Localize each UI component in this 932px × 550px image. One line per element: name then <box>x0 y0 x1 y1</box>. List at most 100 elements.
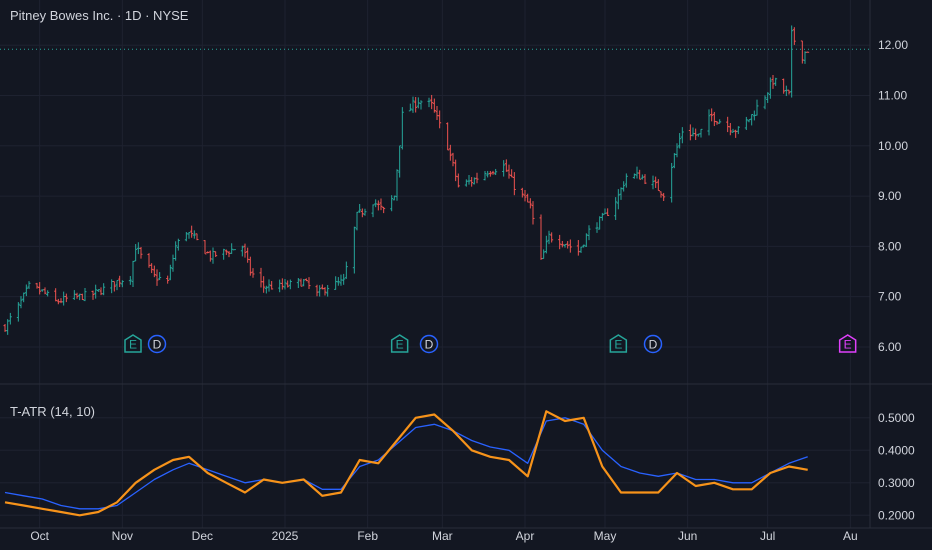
candle <box>240 245 244 257</box>
candle <box>91 290 95 300</box>
candle <box>326 284 330 297</box>
candle <box>112 281 116 292</box>
candle <box>395 169 399 201</box>
candle <box>414 97 418 113</box>
candle <box>270 281 274 290</box>
candle <box>475 172 479 184</box>
candle <box>504 159 508 172</box>
candle <box>488 170 492 177</box>
candle <box>558 234 562 250</box>
candle <box>470 177 474 187</box>
upcoming-earnings-marker[interactable]: E <box>838 334 857 353</box>
candle <box>115 279 119 291</box>
candle <box>299 278 303 287</box>
x-tick-label: Nov <box>112 529 133 543</box>
candle <box>203 240 207 255</box>
price-tick-label: 9.00 <box>878 189 902 203</box>
candle <box>792 27 796 45</box>
candle <box>806 51 810 53</box>
candle <box>662 192 666 201</box>
candle <box>19 296 23 309</box>
candle <box>675 143 679 158</box>
dividend-marker[interactable]: D <box>643 334 663 354</box>
candle <box>38 282 42 295</box>
candle <box>134 244 138 262</box>
candle <box>80 293 84 301</box>
candle <box>606 208 610 217</box>
price-pane[interactable] <box>0 25 870 335</box>
chart-grid <box>0 0 870 528</box>
candle <box>614 197 618 220</box>
candle <box>390 195 394 212</box>
dividend-marker[interactable]: D <box>419 334 439 354</box>
candle <box>678 133 682 149</box>
candle <box>230 243 234 254</box>
candle <box>587 225 591 241</box>
candle <box>744 116 748 130</box>
x-tick-label: Dec <box>192 529 213 543</box>
earnings-marker[interactable]: E <box>609 334 628 353</box>
price-tick-label: 10.00 <box>878 139 908 153</box>
candle <box>624 173 628 188</box>
candle <box>494 168 498 176</box>
dividend-marker[interactable]: D <box>147 334 167 354</box>
candle <box>680 127 684 144</box>
candle <box>155 269 159 286</box>
candle <box>174 241 178 261</box>
candle <box>579 246 583 254</box>
earnings-marker[interactable]: E <box>390 334 409 353</box>
candle <box>168 264 172 281</box>
candle <box>507 164 511 179</box>
indicator-pane[interactable] <box>4 410 808 517</box>
candle <box>710 108 714 122</box>
candle <box>550 232 554 243</box>
indicator-title: T-ATR (14, 10) <box>10 404 96 419</box>
candle <box>304 278 308 282</box>
candle <box>288 279 292 290</box>
candle <box>251 268 255 278</box>
candle <box>616 189 620 210</box>
atr-slow-line <box>4 417 808 510</box>
candle <box>382 206 386 214</box>
candle <box>568 239 572 253</box>
candle <box>654 176 658 188</box>
candle <box>707 109 711 136</box>
candle <box>35 282 39 289</box>
candle <box>731 128 735 133</box>
candle <box>283 278 287 290</box>
candle <box>152 265 156 278</box>
candle <box>27 281 31 290</box>
candle <box>699 128 703 138</box>
marker-label: D <box>649 338 658 352</box>
x-tick-label: 2025 <box>272 529 299 543</box>
candle <box>96 289 100 292</box>
candle <box>323 287 327 296</box>
candle <box>379 198 383 211</box>
candle <box>342 273 346 285</box>
candle <box>118 275 122 288</box>
candle <box>456 173 460 188</box>
candle <box>344 261 348 279</box>
candle <box>318 285 322 297</box>
candle <box>120 280 124 288</box>
candle <box>54 288 58 302</box>
candle <box>206 251 210 254</box>
candle <box>502 160 506 177</box>
candle <box>336 277 340 286</box>
candle <box>483 171 487 181</box>
candle <box>523 190 527 202</box>
candle <box>102 283 106 296</box>
marker-label: D <box>153 338 162 352</box>
candle <box>419 100 423 110</box>
candle <box>307 277 311 290</box>
candle <box>520 187 524 198</box>
earnings-marker[interactable]: E <box>124 334 142 353</box>
price-tick-label: 8.00 <box>878 239 902 253</box>
candle <box>267 279 271 292</box>
candle <box>715 121 719 125</box>
indicator-tick-label: 0.3000 <box>878 476 915 490</box>
candle <box>491 170 495 175</box>
